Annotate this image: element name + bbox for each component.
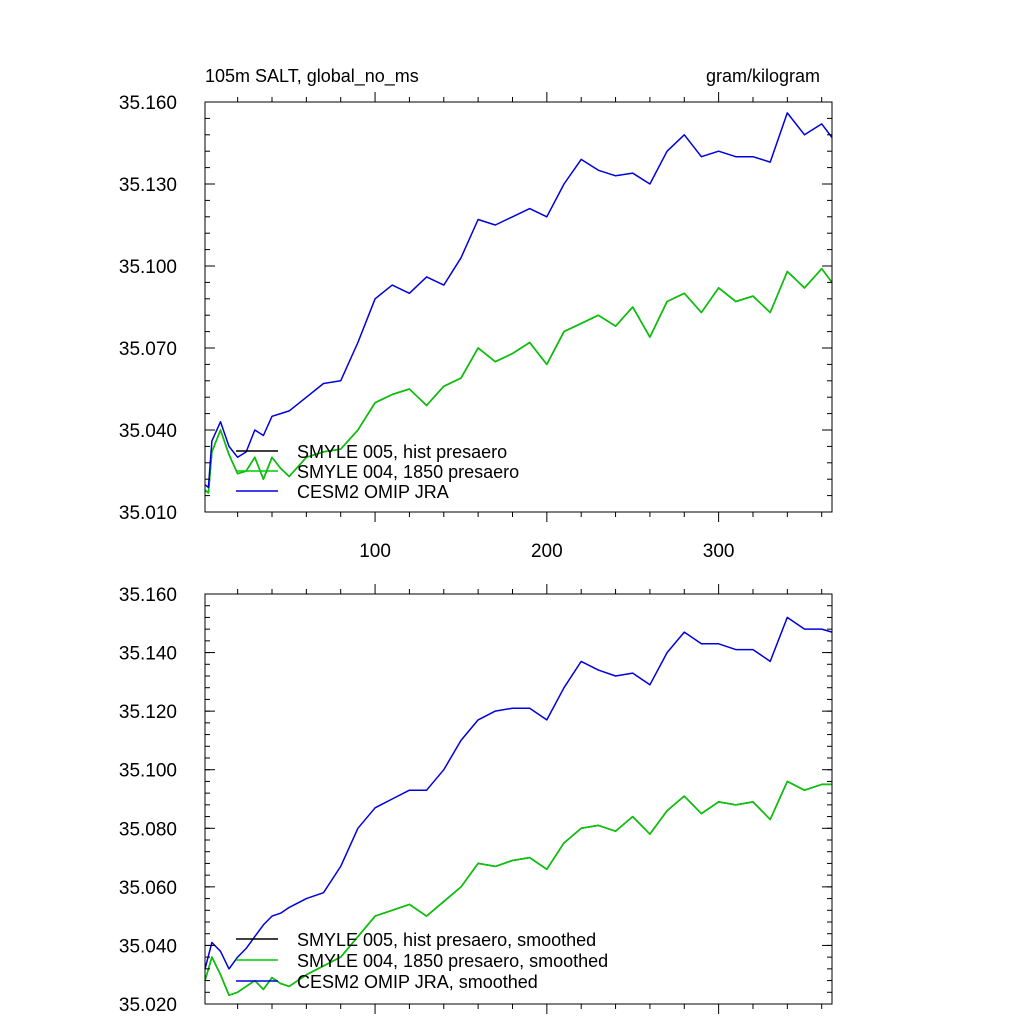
series-line-2: [204, 780, 832, 996]
chart-units: gram/kilogram: [706, 66, 820, 86]
chart-panel-top: 105m SALT, global_no_ms gram/kilogram 35…: [119, 66, 833, 562]
x-tick-label: 300: [703, 541, 735, 562]
y-tick-label: 35.010: [119, 503, 177, 524]
x-tick-label: 100: [359, 541, 391, 562]
y-tick-label: 35.130: [119, 175, 177, 196]
y-tick-label: 35.040: [119, 421, 177, 442]
chart-panel-bottom: 35.020 35.040 35.060 35.080 35.100 35.120 35.1…: [119, 584, 833, 1016]
legend-label-1: SMYLE 005, hist presaero: [297, 442, 507, 462]
y-tick-label: 35.100: [119, 257, 177, 278]
y-tick-label: 35.080: [119, 819, 177, 840]
plot-frame: [204, 593, 833, 1005]
y-tick-label: 35.100: [119, 761, 177, 782]
legend-label-2: SMYLE 004, 1850 presaero, smoothed: [297, 951, 608, 971]
x-tick-label: 200: [531, 541, 563, 562]
y-tick-label: 35.040: [119, 936, 177, 957]
plot-frame: [204, 101, 833, 513]
y-tick-label: 35.020: [119, 995, 177, 1016]
legend-label-1: SMYLE 005, hist presaero, smoothed: [297, 930, 596, 950]
y-tick-label: 35.160: [119, 93, 177, 114]
series-line-3: [204, 112, 833, 489]
y-tick-label: 35.140: [119, 644, 177, 665]
legend-label-3: CESM2 OMIP JRA: [297, 482, 449, 502]
legend-label-2: SMYLE 004, 1850 presaero: [297, 462, 519, 482]
y-tick-label: 35.060: [119, 878, 177, 899]
series-line-3: [204, 616, 833, 970]
series-line-2: [204, 267, 833, 494]
y-tick-label: 35.120: [119, 702, 177, 723]
chart-title: 105m SALT, global_no_ms: [205, 66, 419, 87]
y-tick-label: 35.160: [119, 585, 177, 606]
y-tick-label: 35.070: [119, 339, 177, 360]
legend-label-3: CESM2 OMIP JRA, smoothed: [297, 972, 538, 992]
